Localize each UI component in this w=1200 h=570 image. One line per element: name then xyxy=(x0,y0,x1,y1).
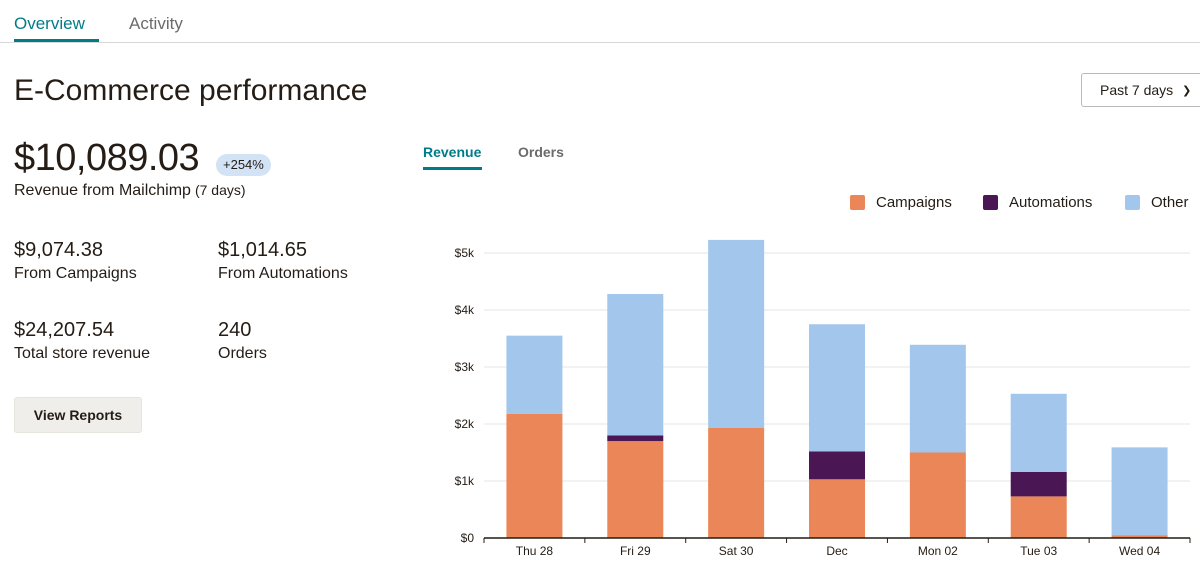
bar-campaigns xyxy=(607,441,664,538)
bar-other xyxy=(1010,393,1067,472)
bar-automations xyxy=(607,435,664,442)
x-tick-label: Mon 02 xyxy=(918,544,958,558)
chart-tab-revenue[interactable]: Revenue xyxy=(423,144,482,160)
legend-swatch-automations xyxy=(983,195,998,210)
bar-campaigns xyxy=(506,413,563,538)
view-reports-button[interactable]: View Reports xyxy=(14,397,142,433)
bar-campaigns xyxy=(1111,535,1168,538)
campaigns-revenue-label: From Campaigns xyxy=(14,265,137,282)
revenue-label: Revenue from Mailchimp (7 days) xyxy=(14,182,246,200)
legend-swatch-other xyxy=(1125,195,1140,210)
revenue-chart: $0 $1k $2k $3k $4k $5k Thu 28 Fri 29 Sat 30 Dec Mo… xyxy=(455,239,1191,558)
chevron-down-icon: ❯ xyxy=(1182,84,1192,97)
y-tick-label: $4k xyxy=(455,303,475,317)
legend-label-other: Other xyxy=(1151,194,1189,211)
x-tick-label: Fri 29 xyxy=(620,544,651,558)
legend-label-campaigns: Campaigns xyxy=(876,194,952,211)
x-tick-label: Dec xyxy=(826,544,847,558)
bar-automations xyxy=(809,451,865,480)
bar-other xyxy=(909,344,966,453)
bar-automations xyxy=(1010,471,1067,497)
legend-campaigns: Campaigns xyxy=(850,194,952,211)
y-tick-label: $5k xyxy=(455,246,475,260)
bar-campaigns xyxy=(809,479,865,538)
bar-campaigns xyxy=(1010,496,1067,538)
chart-tab-orders[interactable]: Orders xyxy=(518,144,564,160)
tab-activity[interactable]: Activity xyxy=(129,14,183,33)
legend-automations: Automations xyxy=(983,194,1092,211)
active-tab-indicator xyxy=(14,39,99,42)
bar-other xyxy=(708,239,765,428)
x-tick-label: Wed 04 xyxy=(1119,544,1160,558)
y-tick-label: $2k xyxy=(455,417,475,431)
store-revenue-label: Total store revenue xyxy=(14,345,151,362)
revenue-label-text: Revenue from Mailchimp xyxy=(14,182,191,199)
bar-campaigns xyxy=(708,427,765,538)
campaigns-revenue-value: $9,074.38 xyxy=(14,239,103,261)
y-tick-label: $3k xyxy=(455,360,475,374)
revenue-period: (7 days) xyxy=(194,182,246,198)
top-tab-bar: Overview Activity xyxy=(0,0,1200,43)
bar-campaigns xyxy=(909,452,966,538)
revenue-total: $10,089.03 xyxy=(14,137,200,179)
x-tick-label: Tue 03 xyxy=(1020,544,1057,558)
bar-other xyxy=(1111,447,1168,536)
bar-other xyxy=(607,294,664,436)
bar-other xyxy=(809,324,865,452)
revenue-change-badge: +254% xyxy=(216,154,271,176)
legend-label-automations: Automations xyxy=(1009,194,1093,211)
y-tick-label: $1k xyxy=(455,474,475,488)
orders-label: Orders xyxy=(218,345,267,362)
store-revenue-value: $24,207.54 xyxy=(14,319,115,341)
automations-revenue-value: $1,014.65 xyxy=(218,239,307,261)
orders-value: 240 xyxy=(218,319,252,341)
page-title: E-Commerce performance xyxy=(14,74,368,107)
date-range-value: Past 7 days xyxy=(1100,82,1174,98)
y-tick-label: $0 xyxy=(461,531,475,545)
bar-other xyxy=(506,335,563,414)
x-tick-label: Thu 28 xyxy=(516,544,554,558)
date-range-select[interactable]: Past 7 days ❯ xyxy=(1081,73,1200,107)
chart-tab-indicator xyxy=(423,167,482,170)
tab-overview[interactable]: Overview xyxy=(14,14,85,33)
legend-other: Other xyxy=(1125,194,1189,211)
x-tick-label: Sat 30 xyxy=(719,544,754,558)
automations-revenue-label: From Automations xyxy=(218,265,348,282)
legend-swatch-campaigns xyxy=(850,195,865,210)
